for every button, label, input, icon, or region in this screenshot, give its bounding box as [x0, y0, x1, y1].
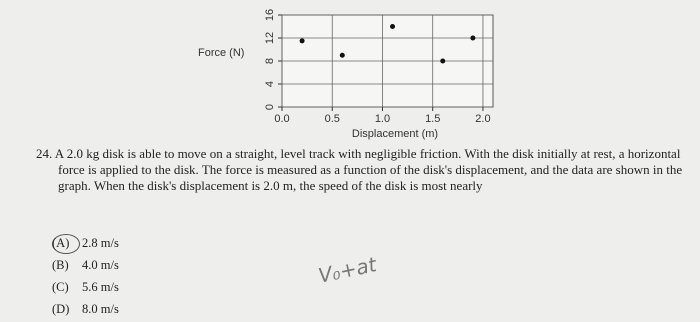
data-point — [440, 58, 446, 64]
choice[interactable]: (D) 8.0 m/s — [52, 302, 119, 317]
y-tick-label: 12 — [264, 32, 276, 44]
handwriting: V₀+at — [316, 252, 379, 288]
data-point — [339, 52, 345, 58]
y-tick-label: 0 — [264, 104, 276, 110]
y-tick-label: 4 — [264, 81, 276, 87]
x-tick-label: 2.0 — [475, 113, 490, 125]
data-point — [299, 38, 305, 44]
x-tick-label: 1.5 — [425, 113, 440, 125]
data-point — [470, 35, 476, 41]
choice-text: 2.8 m/s — [82, 236, 119, 250]
x-tick-label: 1.0 — [375, 113, 390, 125]
x-tick-label: 0.5 — [325, 113, 340, 125]
question-text: A 2.0 kg disk is able to move on a strai… — [54, 146, 683, 193]
choice-label: (B) — [52, 258, 69, 272]
choice-label: (D) — [52, 302, 70, 316]
choice-text: 8.0 m/s — [82, 302, 119, 316]
choice[interactable]: (A) 2.8 m/s — [52, 236, 119, 251]
choice-label: (C) — [52, 280, 69, 294]
x-axis-label: Displacement (m) — [352, 128, 438, 140]
y-tick-label: 16 — [264, 9, 276, 21]
choice[interactable]: (B) 4.0 m/s — [52, 258, 119, 273]
choice-text: 4.0 m/s — [82, 258, 119, 272]
data-point — [390, 24, 396, 29]
question-number: 24. — [36, 146, 53, 161]
choice[interactable]: (C) 5.6 m/s — [52, 280, 119, 295]
answer-circle — [52, 234, 80, 254]
y-tick-label: 8 — [264, 58, 276, 64]
graph: Force (N) Displacement (m) 0 4 8 12 16 0.0 0.5… — [198, 9, 494, 140]
question: 24. A 2.0 kg disk is able to move on a s… — [36, 146, 698, 194]
choice-label: (A) — [52, 236, 70, 250]
x-tick-label: 0.0 — [274, 113, 289, 125]
choice-text: 5.6 m/s — [82, 280, 119, 294]
y-axis-label: Force (N) — [198, 47, 244, 59]
